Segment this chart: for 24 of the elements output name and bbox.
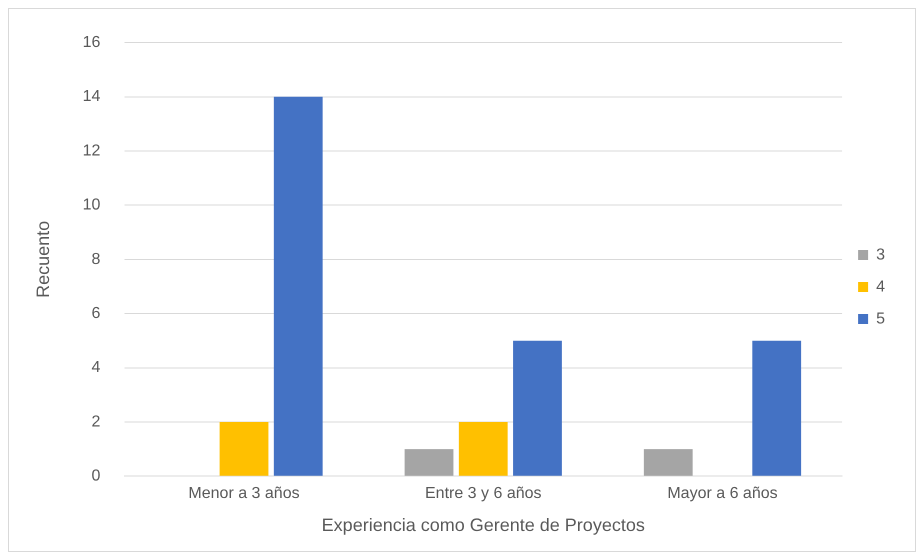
y-axis-title: Recuento: [32, 220, 53, 298]
y-tick-label: 10: [82, 196, 100, 214]
bar: [513, 340, 562, 476]
y-tick-label: 8: [91, 250, 100, 268]
legend-label: 5: [876, 310, 886, 328]
y-tick-label: 2: [91, 413, 100, 430]
bar: [274, 96, 323, 476]
x-tick-label: Mayor a 6 años: [667, 485, 778, 502]
y-tick-label: 16: [82, 34, 100, 52]
y-tick-label: 12: [82, 142, 100, 160]
x-tick-label: Menor a 3 años: [188, 485, 300, 502]
bar: [458, 422, 508, 476]
bar: [752, 340, 802, 476]
bar: [404, 449, 454, 476]
y-tick-label: 0: [91, 468, 100, 485]
legend-label: 4: [876, 278, 886, 296]
x-axis-title: Experiencia como Gerente de Proyectos: [322, 515, 645, 536]
y-tick-label: 14: [82, 88, 100, 106]
y-tick-label: 4: [91, 359, 100, 376]
x-tick-label: Entre 3 y 6 años: [424, 485, 542, 502]
bar: [644, 449, 693, 476]
y-tick-label: 6: [91, 305, 100, 322]
legend-label: 3: [876, 246, 886, 264]
bar: [220, 422, 268, 476]
